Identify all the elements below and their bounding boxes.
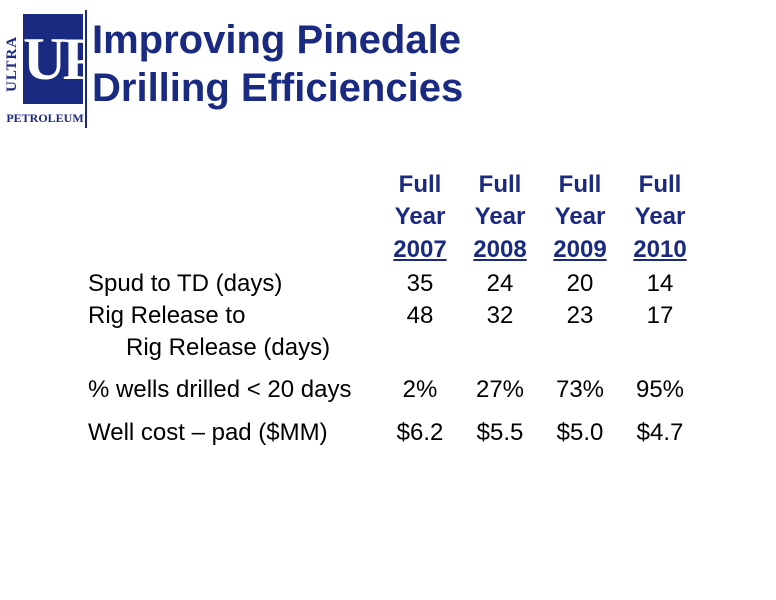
cell-2010: 17 bbox=[646, 302, 674, 329]
cell-2009: 23 bbox=[566, 302, 594, 329]
company-logo: ULTRA UP PETROLEUM bbox=[3, 10, 99, 128]
header-2010-line2: Year bbox=[634, 203, 686, 230]
header-2009-year: 2009 bbox=[553, 236, 607, 263]
header-2008-line1: Full bbox=[478, 171, 522, 198]
logo-box bbox=[23, 14, 83, 104]
logo-letters: UP bbox=[23, 26, 99, 92]
header-2007-year: 2007 bbox=[393, 236, 447, 263]
cell-2007: 2% bbox=[402, 376, 438, 403]
cell-2009: 73% bbox=[555, 376, 605, 403]
logo-side-text: ULTRA bbox=[4, 35, 20, 93]
cell-2010: 95% bbox=[635, 376, 685, 403]
logo-bottom-text: PETROLEUM bbox=[6, 111, 84, 125]
slide-title: Improving Pinedale Drilling Efficiencies bbox=[92, 16, 752, 112]
cell-2010: 14 bbox=[646, 270, 674, 297]
cell-2007: $6.2 bbox=[396, 419, 444, 446]
header-2009-line1: Full bbox=[558, 171, 602, 198]
row-label: % wells drilled < 20 days bbox=[88, 376, 352, 403]
row-label: Rig Release to bbox=[88, 302, 246, 329]
header-2008-line2: Year bbox=[474, 203, 526, 230]
cell-2007: 35 bbox=[406, 270, 434, 297]
header-2010-year: 2010 bbox=[633, 236, 687, 263]
cell-2010: $4.7 bbox=[636, 419, 684, 446]
title-line-2: Drilling Efficiencies bbox=[92, 66, 464, 110]
row-label: Spud to TD (days) bbox=[88, 270, 283, 297]
cell-2009: $5.0 bbox=[556, 419, 604, 446]
header-2010-line1: Full bbox=[638, 171, 682, 198]
cell-2008: 32 bbox=[486, 302, 514, 329]
header-2007-line2: Year bbox=[394, 203, 446, 230]
title-line-1: Improving Pinedale bbox=[92, 18, 461, 62]
header-2008-year: 2008 bbox=[473, 236, 527, 263]
logo-divider bbox=[85, 10, 87, 128]
row-label: Well cost – pad ($MM) bbox=[88, 419, 328, 446]
cell-2008: 24 bbox=[486, 270, 514, 297]
cell-2007: 48 bbox=[406, 302, 434, 329]
header-2007-line1: Full bbox=[398, 171, 442, 198]
cell-2008: $5.5 bbox=[476, 419, 524, 446]
cell-2009: 20 bbox=[566, 270, 594, 297]
cell-2008: 27% bbox=[475, 376, 525, 403]
row-label-continued: Rig Release (days) bbox=[126, 334, 331, 361]
header-2009-line2: Year bbox=[554, 203, 606, 230]
